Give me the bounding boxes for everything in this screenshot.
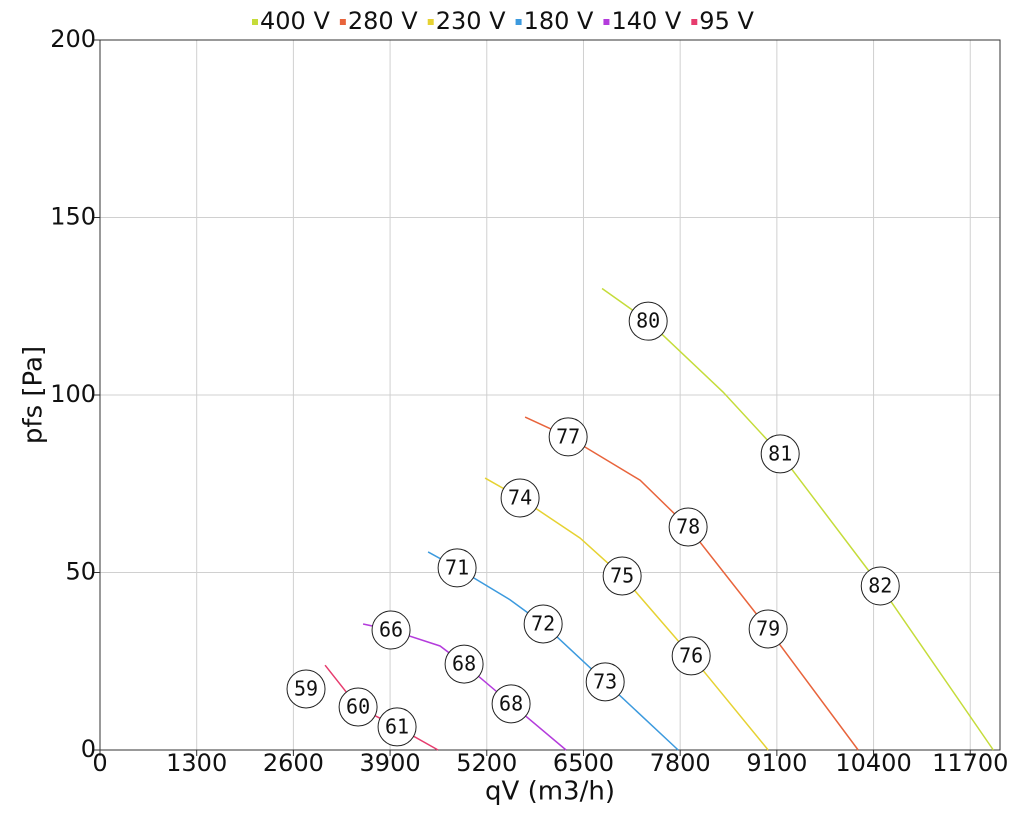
curve (324, 664, 439, 751)
annotation-label: 75 (610, 564, 634, 588)
annotation-circle (500, 478, 540, 518)
annotation-label: 79 (756, 616, 780, 640)
x-tick-label: 0 (92, 749, 107, 777)
annotation-label: 59 (294, 676, 318, 700)
annotation-label: 71 (445, 555, 469, 579)
legend-label: 180 V (524, 7, 594, 35)
x-tick-label: 5200 (456, 749, 517, 777)
x-tick-label: 10400 (835, 749, 911, 777)
annotation-label: 60 (346, 695, 370, 719)
annotation-circle (548, 417, 588, 457)
annotation-label: 74 (508, 485, 532, 509)
annotation-label: 68 (499, 691, 523, 715)
y-tick-label: 200 (50, 25, 96, 53)
annotation-label: 66 (379, 618, 403, 642)
x-axis-title: qV (m3/h) (485, 777, 615, 807)
annotation-circle (491, 684, 531, 724)
annotation-label: 77 (556, 424, 580, 448)
legend-swatch (427, 19, 434, 25)
legend-swatch (603, 19, 610, 25)
annotation-circle (668, 507, 708, 547)
annotation-label: 68 (452, 652, 476, 676)
y-axis-title: pfs [Pa] (19, 346, 49, 444)
annotation-circle (371, 610, 411, 650)
annotation-circle (523, 604, 563, 644)
x-tick-label: 7800 (650, 749, 711, 777)
annotation-label: 73 (593, 669, 617, 693)
annotation-label: 78 (676, 515, 700, 539)
legend-swatch (339, 19, 346, 25)
legend-swatch (515, 19, 522, 25)
legend-label: 95 V (699, 7, 754, 35)
annotation-circle (748, 609, 788, 649)
legend-swatch (252, 19, 258, 25)
x-tick-label: 3900 (360, 749, 421, 777)
y-tick-label: 0 (81, 735, 96, 763)
x-tick-label: 9100 (746, 749, 807, 777)
curve (524, 416, 859, 751)
legend-label: 230 V (436, 7, 506, 35)
y-tick-label: 150 (50, 203, 96, 231)
annotation-circle (602, 556, 642, 596)
annotation-circle (437, 548, 477, 588)
legend-label: 140 V (611, 7, 681, 35)
annotation-circle (671, 636, 711, 676)
plot-frame (99, 39, 1001, 751)
annotation-circle (760, 434, 800, 474)
x-tick-label: 2600 (263, 749, 324, 777)
annotation-circle (860, 566, 900, 606)
annotation-circle (628, 301, 668, 341)
annotation-label: 76 (679, 643, 703, 667)
y-tick-label: 100 (50, 380, 96, 408)
legend-label: 280 V (348, 7, 418, 35)
annotation-circle (377, 707, 417, 747)
annotation-label: 82 (868, 573, 892, 597)
y-tick-label: 50 (65, 558, 96, 586)
x-tick-label: 11700 (932, 749, 1008, 777)
legend-swatch (691, 19, 698, 25)
annotation-label: 72 (531, 611, 555, 635)
curve (601, 287, 994, 751)
annotation-circle (585, 662, 625, 702)
annotation-label: 61 (385, 714, 409, 738)
x-tick-label: 1300 (166, 749, 227, 777)
x-tick-label: 6500 (553, 749, 614, 777)
annotation-circle (286, 669, 326, 709)
legend-label: 400 V (260, 7, 330, 35)
annotation-circle (444, 644, 484, 684)
annotation-circle (338, 687, 378, 727)
annotation-label: 80 (636, 309, 660, 333)
annotation-label: 81 (768, 441, 792, 465)
